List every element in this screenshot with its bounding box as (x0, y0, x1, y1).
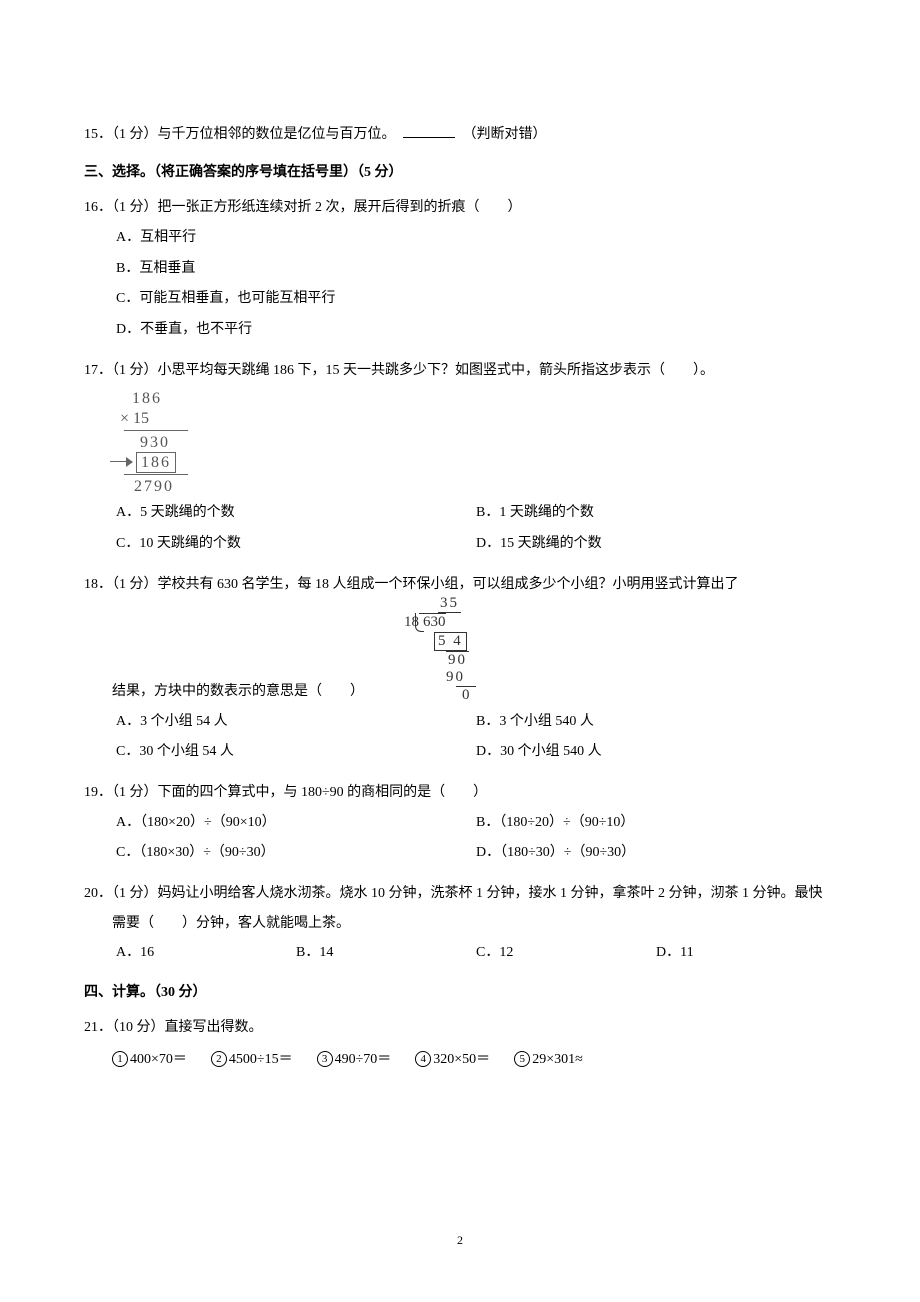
q18-opt-d[interactable]: D．30 个小组 540 人 (476, 737, 836, 768)
q17-line1 (124, 430, 188, 431)
q21-i3: 490÷70＝ (335, 1052, 392, 1067)
q16-opt-c[interactable]: C．可能互相垂直，也可能互相平行 (116, 284, 836, 315)
q21-items: 1400×70＝ 24500÷15＝ 3490÷70＝ 4320×50＝ 529… (84, 1042, 836, 1078)
q21-item-3: 3490÷70＝ (317, 1042, 392, 1078)
q17-n1: 186 (132, 389, 836, 408)
q21-item-4: 4320×50＝ (415, 1042, 490, 1078)
q16-opt-b[interactable]: B．互相垂直 (116, 254, 836, 285)
q16-opt-d[interactable]: D．不垂直，也不平行 (116, 315, 836, 346)
question-15: 15．（1 分）与千万位相邻的数位是亿位与百万位。 （判断对错） (84, 120, 836, 149)
q21-item-5: 529×301≈ (514, 1042, 583, 1078)
circled-5-icon: 5 (514, 1051, 530, 1067)
question-16: 16．（1 分）把一张正方形纸连续对折 2 次，展开后得到的折痕（ ） A．互相… (84, 193, 836, 346)
q21-i4: 320×50＝ (433, 1052, 490, 1067)
q19-options: A．（180×20）÷（90×10） B．（180÷20）÷（90÷10） C．… (84, 808, 836, 870)
q16-opt-a[interactable]: A．互相平行 (116, 223, 836, 254)
q17-opt-c[interactable]: C．10 天跳绳的个数 (116, 529, 476, 560)
q21-item-2: 24500÷15＝ (211, 1042, 293, 1078)
q17-arrow-row: 186 (120, 452, 836, 472)
q16-text: 16．（1 分）把一张正方形纸连续对折 2 次，展开后得到的折痕（ ） (84, 193, 836, 222)
q18-text2: 结果，方块中的数表示的意思是（ ） (84, 677, 364, 706)
circled-2-icon: 2 (211, 1051, 227, 1067)
q17-n2: × 15 (120, 409, 836, 428)
q20-opt-d[interactable]: D．11 (656, 938, 836, 969)
q20-opt-b[interactable]: B．14 (296, 938, 476, 969)
q15-blank[interactable] (403, 124, 455, 138)
q18-quot: 35 (438, 595, 461, 613)
q15-text: 15．（1 分）与千万位相邻的数位是亿位与百万位。 (84, 127, 396, 142)
q19-text: 19．（1 分）下面的四个算式中，与 180÷90 的商相同的是（ ） (84, 778, 836, 807)
page-number: 2 (0, 1233, 920, 1248)
q18-r1: 90 (446, 651, 469, 669)
q18-opt-a[interactable]: A．3 个小组 54 人 (116, 707, 476, 738)
question-21: 21．（10 分）直接写出得数。 1400×70＝ 24500÷15＝ 3490… (84, 1013, 836, 1079)
q19-opt-b[interactable]: B．（180÷20）÷（90÷10） (476, 808, 836, 839)
q19-opt-a[interactable]: A．（180×20）÷（90×10） (116, 808, 476, 839)
q15-suffix: （判断对错） (463, 127, 547, 142)
arrow-head-icon (126, 457, 133, 467)
q19-opt-d[interactable]: D．（180÷30）÷（90÷30） (476, 838, 836, 869)
q17-opt-b[interactable]: B．1 天跳绳的个数 (476, 498, 836, 529)
question-17: 17．（1 分）小思平均每天跳绳 186 下，15 天一共跳多少下？如图竖式中，… (84, 356, 836, 560)
question-19: 19．（1 分）下面的四个算式中，与 180÷90 的商相同的是（ ） A．（1… (84, 778, 836, 869)
q17-n4: 2790 (134, 477, 836, 496)
q20-options: A．16 B．14 C．12 D．11 (84, 938, 836, 969)
q21-i2: 4500÷15＝ (229, 1052, 293, 1067)
q20-opt-c[interactable]: C．12 (476, 938, 656, 969)
q19-opt-c[interactable]: C．（180×30）÷（90÷30） (116, 838, 476, 869)
q18-dividend: 630 (419, 613, 446, 631)
q17-n3: 930 (140, 433, 836, 452)
circled-1-icon: 1 (112, 1051, 128, 1067)
q18-opt-c[interactable]: C．30 个小组 54 人 (116, 737, 476, 768)
section-3-heading: 三、选择。（将正确答案的序号填在括号里）（5 分） (84, 159, 836, 187)
q20-text: 20．（1 分）妈妈让小明给客人烧水沏茶。烧水 10 分钟，洗茶杯 1 分钟，接… (84, 879, 836, 938)
q18-opt-b[interactable]: B．3 个小组 540 人 (476, 707, 836, 738)
q18-r3: 0 (456, 686, 476, 704)
q16-options: A．互相平行 B．互相垂直 C．可能互相垂直，也可能互相平行 D．不垂直，也不平… (84, 223, 836, 346)
q20-text-l1: 20．（1 分）妈妈让小明给客人烧水沏茶。烧水 10 分钟，洗茶杯 1 分钟，接… (84, 886, 739, 901)
q21-item-1: 1400×70＝ (112, 1042, 187, 1078)
q21-i5: 29×301≈ (532, 1052, 583, 1067)
circled-4-icon: 4 (415, 1051, 431, 1067)
q21-text: 21．（10 分）直接写出得数。 (84, 1013, 836, 1042)
q18-options: A．3 个小组 54 人 B．3 个小组 540 人 C．30 个小组 54 人… (84, 707, 836, 769)
q17-line2 (124, 474, 188, 475)
q18-box: 5 4 (434, 632, 467, 651)
q17-opt-d[interactable]: D．15 天跳绳的个数 (476, 529, 836, 560)
q17-figure: 186 × 15 930 186 2790 (120, 389, 836, 496)
q18-r2: 90 (446, 669, 476, 686)
q20-opt-a[interactable]: A．16 (116, 938, 296, 969)
question-18: 18．（1 分）学校共有 630 名学生，每 18 人组成一个环保小组，可以组成… (84, 570, 836, 768)
q17-opt-a[interactable]: A．5 天跳绳的个数 (116, 498, 476, 529)
section-4-heading: 四、计算。（30 分） (84, 979, 836, 1007)
question-20: 20．（1 分）妈妈让小明给客人烧水沏茶。烧水 10 分钟，洗茶杯 1 分钟，接… (84, 879, 836, 969)
circled-3-icon: 3 (317, 1051, 333, 1067)
q17-options: A．5 天跳绳的个数 B．1 天跳绳的个数 C．10 天跳绳的个数 D．15 天… (84, 498, 836, 560)
q21-i1: 400×70＝ (130, 1052, 187, 1067)
q17-box: 186 (136, 452, 176, 473)
q18-figure: 35 18630 5 4 90 90 0 (404, 595, 476, 705)
q17-text: 17．（1 分）小思平均每天跳绳 186 下，15 天一共跳多少下？如图竖式中，… (84, 356, 836, 385)
